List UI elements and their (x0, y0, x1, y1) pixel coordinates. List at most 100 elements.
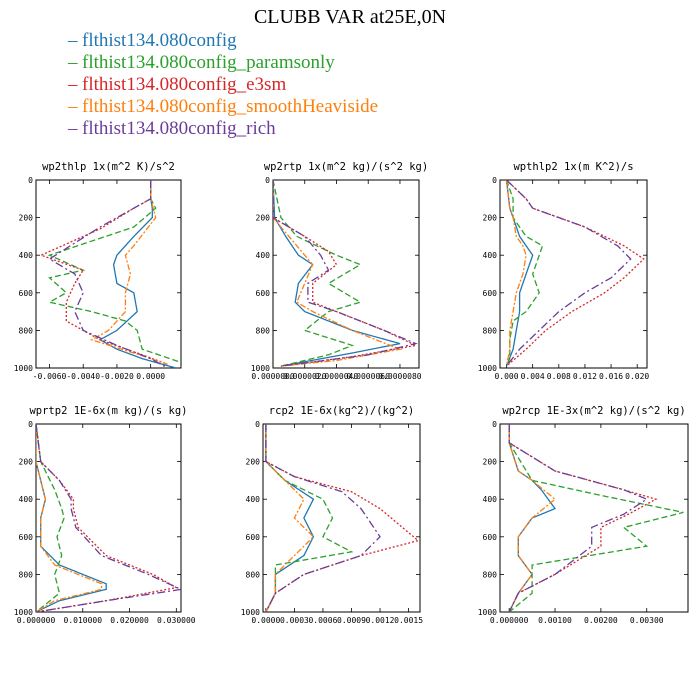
x-tick-label: 0.0000000 (251, 372, 295, 381)
x-tick-label: 0.016 (599, 372, 623, 381)
subplot-2: wp2rtp 1x(m^2 kg)/(s^2 kg) 0 200 400 600 800 1… (251, 161, 428, 381)
series-line (36, 424, 103, 612)
y-tick-label: 1000 (478, 608, 497, 617)
x-tick-label: 0.000000 (17, 616, 56, 625)
subplot-3: wpthlp2 1x(m K^2)/s020040060080010000.00… (478, 161, 650, 381)
plot-frame (35, 423, 182, 613)
x-tick-label: -0.0020 (100, 372, 134, 381)
x-tick-label: 0.0000060 (347, 372, 391, 381)
legend-item: – flthist134.080config_smoothHeaviside (68, 96, 378, 118)
y-tick-label: 0 (265, 176, 270, 185)
y-tick-label: 400 (246, 495, 261, 504)
series-line (36, 424, 65, 612)
y-tick-label: 600 (19, 533, 34, 542)
legend-item: – flthist134.080config_rich (68, 118, 378, 140)
x-tick-label: 0.008 (547, 372, 571, 381)
y-tick-label: 1000 (251, 364, 270, 373)
series-line (265, 424, 381, 612)
y-tick-label: 400 (256, 251, 271, 260)
legend-label: flthist134.080config_smoothHeaviside (82, 96, 379, 117)
x-tick-label: 0.00200 (584, 616, 618, 625)
x-tick-label: 0.0000 (136, 372, 165, 381)
series-line (39, 180, 168, 365)
subplot-title: wp2thlp 1x(m^2 K)/s^2 (42, 161, 175, 173)
series-line (505, 180, 527, 367)
y-tick-label: 800 (19, 570, 34, 579)
y-tick-label: 800 (483, 326, 498, 335)
series-line (506, 180, 645, 367)
y-tick-label: 200 (246, 458, 261, 467)
y-tick-label: 600 (246, 533, 261, 542)
y-tick-label: 0 (28, 420, 33, 429)
legend-line-marker: – (68, 74, 78, 95)
x-tick-label: 0.020 (625, 372, 649, 381)
y-tick-label: 600 (483, 289, 498, 298)
plot-frame (35, 179, 182, 369)
y-tick-label: 600 (19, 289, 34, 298)
series-line (265, 424, 315, 612)
y-tick-label: 1000 (478, 364, 497, 373)
legend-label: flthist134.080config_paramsonly (82, 52, 335, 73)
y-tick-label: 0 (255, 420, 260, 429)
y-tick-label: 200 (19, 458, 34, 467)
series-line (265, 424, 354, 612)
series-line (508, 424, 658, 612)
series-line (508, 424, 557, 612)
series-line (505, 180, 544, 367)
y-tick-label: 600 (256, 289, 271, 298)
x-tick-label: 0.0009 (337, 616, 366, 625)
y-tick-label: 800 (256, 326, 271, 335)
series-line (36, 424, 181, 612)
x-tick-label: -0.0060 (33, 372, 67, 381)
y-tick-label: 600 (483, 533, 498, 542)
legend-label: flthist134.080config_e3sm (82, 74, 287, 95)
subplot-title: rcp2 1E-6x(kg^2)/(kg^2) (269, 405, 414, 417)
y-tick-label: 1000 (14, 364, 33, 373)
y-tick-label: 0 (492, 420, 497, 429)
series-line (47, 180, 181, 364)
series-line (505, 180, 534, 367)
y-tick-label: 200 (483, 214, 498, 223)
legend-item: – flthist134.080config_e3sm (68, 74, 378, 96)
y-tick-label: 400 (483, 251, 498, 260)
plot-frame (262, 423, 421, 613)
legend-line-marker: – (68, 30, 78, 51)
series-line (508, 424, 649, 612)
x-tick-label: 0.00300 (630, 616, 664, 625)
plot-frame (499, 423, 689, 613)
subplot-title: wprtp2 1E-6x(m kg)/(s kg) (29, 405, 187, 417)
x-tick-label: 0.030000 (157, 616, 196, 625)
y-tick-label: 0 (28, 176, 33, 185)
series-line (48, 180, 168, 368)
series-line (505, 180, 632, 367)
legend-line-marker: – (68, 96, 78, 117)
x-tick-label: 0.010000 (64, 616, 103, 625)
x-tick-label: 0.0003 (280, 616, 309, 625)
y-tick-label: 0 (492, 176, 497, 185)
series-line (273, 180, 403, 367)
x-tick-label: 0.0000040 (315, 372, 359, 381)
series-line (89, 180, 168, 365)
series-line (273, 180, 362, 367)
series-line (508, 424, 684, 612)
y-tick-label: 400 (483, 495, 498, 504)
x-tick-label: 0.00100 (538, 616, 572, 625)
subplot-6: wp2rcp 1E-3x(m^2 kg)/(s^2 kg) 0 200 400 600 8… (478, 405, 689, 625)
subplot-title: wp2rcp 1E-3x(m^2 kg)/(s^2 kg) (502, 405, 685, 417)
y-tick-label: 800 (483, 570, 498, 579)
series-line (273, 180, 401, 367)
x-tick-label: 0.004 (521, 372, 545, 381)
x-tick-label: 0.0006 (308, 616, 337, 625)
figure-title: CLUBB VAR at25E,0N (253, 6, 447, 28)
series-line (36, 424, 107, 612)
legend-label: flthist134.080config_rich (82, 118, 276, 139)
x-tick-label: 0.000000 (490, 616, 529, 625)
y-tick-label: 400 (19, 495, 34, 504)
legend-label: flthist134.080config (82, 30, 237, 51)
y-tick-label: 800 (246, 570, 261, 579)
series-line (98, 180, 177, 368)
x-tick-label: 0.0015 (394, 616, 423, 625)
subplot-title: wp2rtp 1x(m^2 kg)/(s^2 kg) (264, 161, 428, 173)
